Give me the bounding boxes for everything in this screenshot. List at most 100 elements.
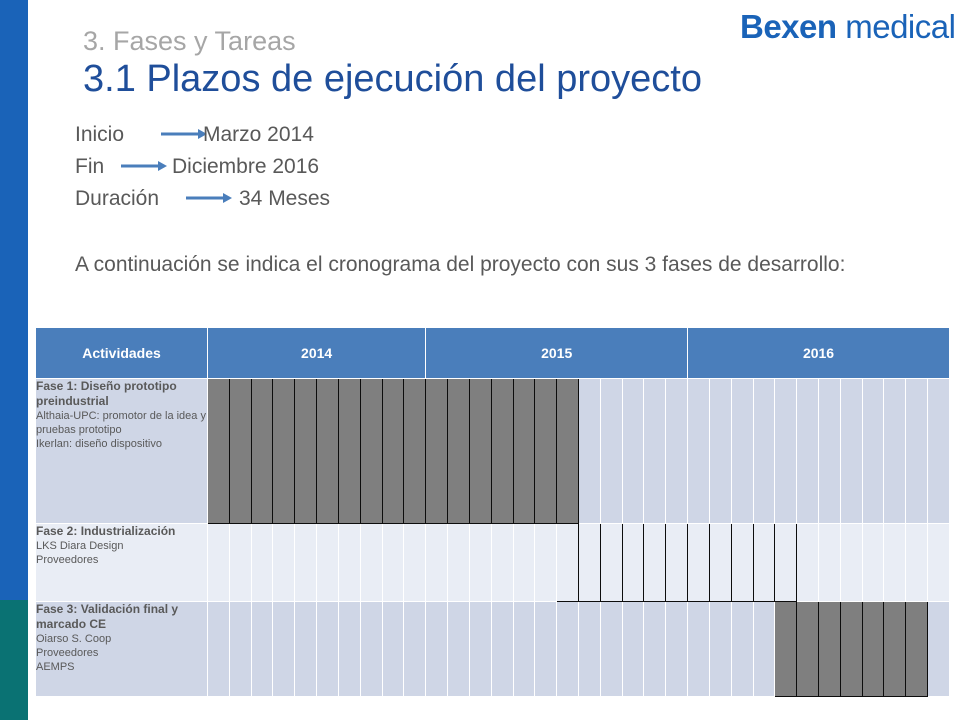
gantt-empty-cell bbox=[534, 523, 558, 602]
header-year-2014: 2014 bbox=[206, 327, 427, 379]
gantt-empty-cell bbox=[621, 601, 645, 697]
gantt-bar-cell bbox=[817, 601, 841, 697]
arrow-right-icon bbox=[121, 161, 167, 171]
info-label-end: Fin bbox=[75, 155, 105, 178]
phase-detail: Ikerlan: diseño dispositivo bbox=[36, 438, 162, 450]
gantt-bar-cell bbox=[774, 601, 798, 697]
gantt-bar-cell bbox=[796, 601, 819, 697]
gantt-empty-cell bbox=[861, 523, 885, 602]
logo-text-medical: medical bbox=[836, 8, 956, 45]
arrow-right-icon bbox=[161, 129, 207, 139]
gantt-bar-cell bbox=[425, 378, 449, 524]
gantt-bar-cell bbox=[468, 378, 492, 524]
header-year-2016: 2016 bbox=[687, 327, 950, 379]
gantt-empty-cell bbox=[861, 378, 885, 524]
gantt-empty-cell bbox=[577, 378, 601, 524]
gantt-empty-cell bbox=[207, 523, 230, 602]
gantt-empty-cell bbox=[207, 601, 230, 697]
gantt-bar-cell bbox=[730, 523, 754, 602]
gantt-empty-cell bbox=[687, 601, 710, 697]
gantt-empty-cell bbox=[316, 601, 339, 697]
section-subtitle: 3. Fases y Tareas bbox=[83, 26, 296, 56]
schedule-description: A continuación se indica el cronograma d… bbox=[75, 253, 846, 276]
gantt-bar-cell bbox=[512, 378, 536, 524]
phase-name: Fase 2: Industrialización bbox=[36, 524, 176, 538]
phase-detail: Proveedores bbox=[36, 647, 99, 659]
gantt-empty-cell bbox=[817, 523, 841, 602]
gantt-empty-cell bbox=[294, 601, 318, 697]
gantt-bar-cell bbox=[490, 378, 514, 524]
gantt-empty-cell bbox=[250, 601, 274, 697]
header-activities: Actividades bbox=[35, 327, 208, 379]
gantt-empty-cell bbox=[468, 601, 492, 697]
gantt-empty-cell bbox=[512, 601, 536, 697]
gantt-empty-cell bbox=[556, 601, 579, 697]
gantt-empty-cell bbox=[752, 601, 776, 697]
gantt-bar-cell bbox=[708, 523, 732, 602]
gantt-bar-cell bbox=[381, 378, 405, 524]
table-header-row: Actividades 2014 2015 2016 bbox=[35, 327, 950, 379]
gantt-empty-cell bbox=[447, 601, 470, 697]
gantt-empty-cell bbox=[250, 523, 274, 602]
gantt-bar-cell bbox=[556, 523, 579, 602]
gantt-bar-cell bbox=[643, 523, 667, 602]
page-title: 3.1 Plazos de ejecución del proyecto bbox=[83, 58, 702, 100]
left-accent-bar-teal bbox=[0, 600, 28, 720]
gantt-empty-cell bbox=[490, 601, 514, 697]
info-value-start: Marzo 2014 bbox=[203, 123, 314, 146]
gantt-empty-cell bbox=[316, 523, 339, 602]
gantt-empty-cell bbox=[403, 523, 427, 602]
info-label-duration: Duración bbox=[75, 187, 160, 210]
phase-name: Fase 1: Diseño prototipo preindustrial bbox=[36, 379, 177, 408]
gantt-empty-cell bbox=[817, 378, 841, 524]
phase-detail: LKS Diara Design bbox=[36, 540, 124, 552]
phase-activity-cell: Fase 3: Validación final y marcado CE Oia… bbox=[35, 601, 208, 697]
gantt-empty-cell bbox=[730, 601, 754, 697]
phase-detail: Proveedores bbox=[36, 554, 99, 566]
gantt-empty-cell bbox=[228, 523, 252, 602]
gantt-bar-cell bbox=[556, 378, 579, 524]
gantt-empty-cell bbox=[425, 601, 449, 697]
gantt-empty-cell bbox=[381, 601, 405, 697]
info-value-duration: 34 Meses bbox=[239, 187, 331, 210]
arrow-right-icon bbox=[186, 193, 232, 203]
gantt-empty-cell bbox=[665, 378, 689, 524]
gantt-empty-cell bbox=[927, 601, 950, 697]
phase-detail: AEMPS bbox=[36, 661, 75, 673]
gantt-empty-cell bbox=[752, 378, 776, 524]
gantt-bar-cell bbox=[905, 601, 929, 697]
gantt-bar-cell bbox=[447, 378, 470, 524]
gantt-bar-cell bbox=[403, 378, 427, 524]
gantt-empty-cell bbox=[708, 378, 732, 524]
gantt-empty-cell bbox=[468, 523, 492, 602]
gantt-empty-cell bbox=[534, 601, 558, 697]
phase-activity-cell: Fase 2: Industrialización LKS Diara Desig… bbox=[35, 523, 208, 602]
info-value-end: Diciembre 2016 bbox=[172, 155, 320, 178]
phase-name: Fase 3: Validación final y marcado CE bbox=[36, 602, 179, 631]
table-row: Fase 2: Industrialización LKS Diara Desig… bbox=[35, 523, 950, 602]
phase-detail: Althaia-UPC: promotor de la idea y prueb… bbox=[36, 410, 206, 436]
gantt-empty-cell bbox=[403, 601, 427, 697]
table-row: Fase 3: Validación final y marcado CE Oia… bbox=[35, 601, 950, 697]
gantt-empty-cell bbox=[883, 523, 907, 602]
gantt-bar-cell bbox=[272, 378, 296, 524]
gantt-empty-cell bbox=[643, 378, 667, 524]
gantt-empty-cell bbox=[839, 378, 863, 524]
left-accent-bar-blue bbox=[0, 0, 28, 600]
gantt-bar-cell bbox=[228, 378, 252, 524]
gantt-bar-cell bbox=[687, 523, 710, 602]
gantt-empty-cell bbox=[905, 523, 929, 602]
bexen-medical-logo: Bexen medical bbox=[740, 8, 956, 46]
gantt-bar-cell bbox=[774, 523, 798, 602]
gantt-bar-cell bbox=[839, 601, 863, 697]
table-row: Fase 1: Diseño prototipo preindustrial Al… bbox=[35, 378, 950, 524]
gantt-empty-cell bbox=[359, 601, 383, 697]
info-label-start: Inicio bbox=[75, 123, 125, 146]
gantt-empty-cell bbox=[490, 523, 514, 602]
gantt-bar-cell bbox=[665, 523, 689, 602]
gantt-empty-cell bbox=[272, 601, 296, 697]
gantt-empty-cell bbox=[599, 601, 623, 697]
gantt-empty-cell bbox=[730, 378, 754, 524]
gantt-empty-cell bbox=[337, 601, 361, 697]
phase-activity-cell: Fase 1: Diseño prototipo preindustrial Al… bbox=[35, 378, 208, 524]
